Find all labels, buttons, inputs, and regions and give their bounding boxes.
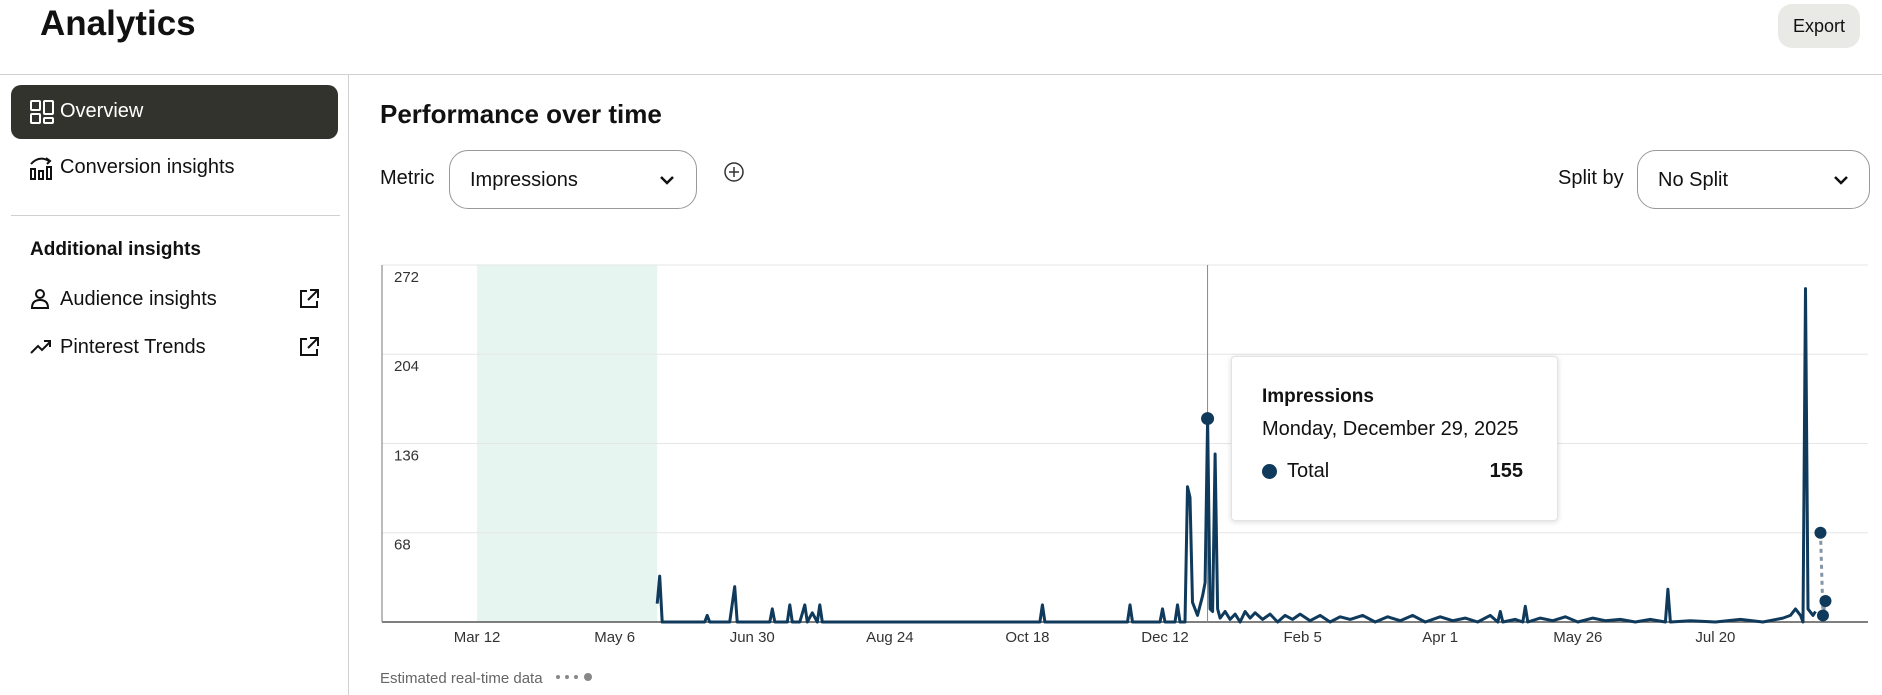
- divider: [11, 215, 340, 216]
- x-tick-label: Jun 30: [730, 629, 775, 646]
- hover-point: [1201, 412, 1215, 426]
- nav-overview[interactable]: Overview: [11, 85, 338, 139]
- audience-icon: [30, 289, 50, 309]
- x-tick-label: Apr 1: [1422, 629, 1458, 646]
- x-tick-label: Jul 20: [1695, 629, 1735, 646]
- chevron: [660, 176, 674, 185]
- x-tick-label: Oct 18: [1005, 629, 1049, 646]
- x-tick-label: Aug 24: [866, 629, 914, 646]
- y-tick-label: 136: [394, 447, 419, 464]
- nav-label: Overview: [60, 100, 144, 122]
- legend-label: Estimated real-time data: [380, 670, 543, 687]
- export-button[interactable]: Export: [1778, 4, 1860, 48]
- external-icon: [300, 337, 319, 356]
- conversion-icon: [30, 157, 52, 180]
- page-title: Analytics: [40, 4, 196, 43]
- estimate-point: [1816, 609, 1829, 622]
- link-audience[interactable]: Audience insights: [11, 281, 338, 317]
- chevron: [1834, 176, 1848, 185]
- metric-select[interactable]: Impressions: [449, 150, 697, 209]
- x-tick-label: Dec 12: [1141, 629, 1189, 646]
- estimate-point: [1814, 526, 1827, 539]
- panel-title: Performance over time: [380, 99, 662, 129]
- select-value: Impressions: [470, 169, 578, 191]
- link-trends[interactable]: Pinterest Trends: [11, 329, 338, 365]
- metric-label: Metric: [380, 167, 435, 189]
- select-value: No Split: [1658, 169, 1729, 191]
- header: Analytics Export: [0, 0, 1882, 75]
- overview-icon: [30, 100, 54, 124]
- tooltip-date: Monday, December 29, 2025: [1262, 418, 1519, 440]
- x-tick-label: Mar 12: [454, 629, 501, 646]
- nav-label: Conversion insights: [60, 156, 235, 178]
- y-tick-label: 68: [394, 537, 411, 554]
- estimate-point: [1819, 595, 1832, 607]
- x-tick-label: May 26: [1553, 629, 1602, 646]
- sidebar: Overview Conversion insights Additional …: [0, 75, 349, 695]
- x-tick-label: Feb 5: [1283, 629, 1321, 646]
- split-select[interactable]: No Split: [1637, 150, 1870, 209]
- trends-icon: [30, 340, 51, 354]
- legend-dots: [556, 673, 593, 681]
- link-label: Pinterest Trends: [60, 336, 206, 358]
- tooltip: Impressions Monday, December 29, 2025 To…: [1231, 356, 1558, 521]
- estimate-legend: Estimated real-time data: [380, 670, 599, 690]
- x-tick-label: May 6: [594, 629, 635, 646]
- section-title: Additional insights: [30, 239, 201, 260]
- y-tick-label: 204: [394, 358, 419, 375]
- series-line: [655, 287, 1817, 624]
- split-label: Split by: [1558, 167, 1624, 189]
- external-icon: [300, 289, 319, 308]
- tooltip-title: Impressions: [1262, 386, 1374, 407]
- add-metric-button[interactable]: [722, 160, 746, 184]
- tooltip-series: Total: [1287, 460, 1330, 482]
- tooltip-value: 155: [1489, 460, 1523, 482]
- nav-conversion[interactable]: Conversion insights: [11, 141, 338, 195]
- y-tick-label: 272: [394, 269, 419, 286]
- tooltip-swatch: [1262, 464, 1277, 479]
- link-label: Audience insights: [60, 288, 217, 310]
